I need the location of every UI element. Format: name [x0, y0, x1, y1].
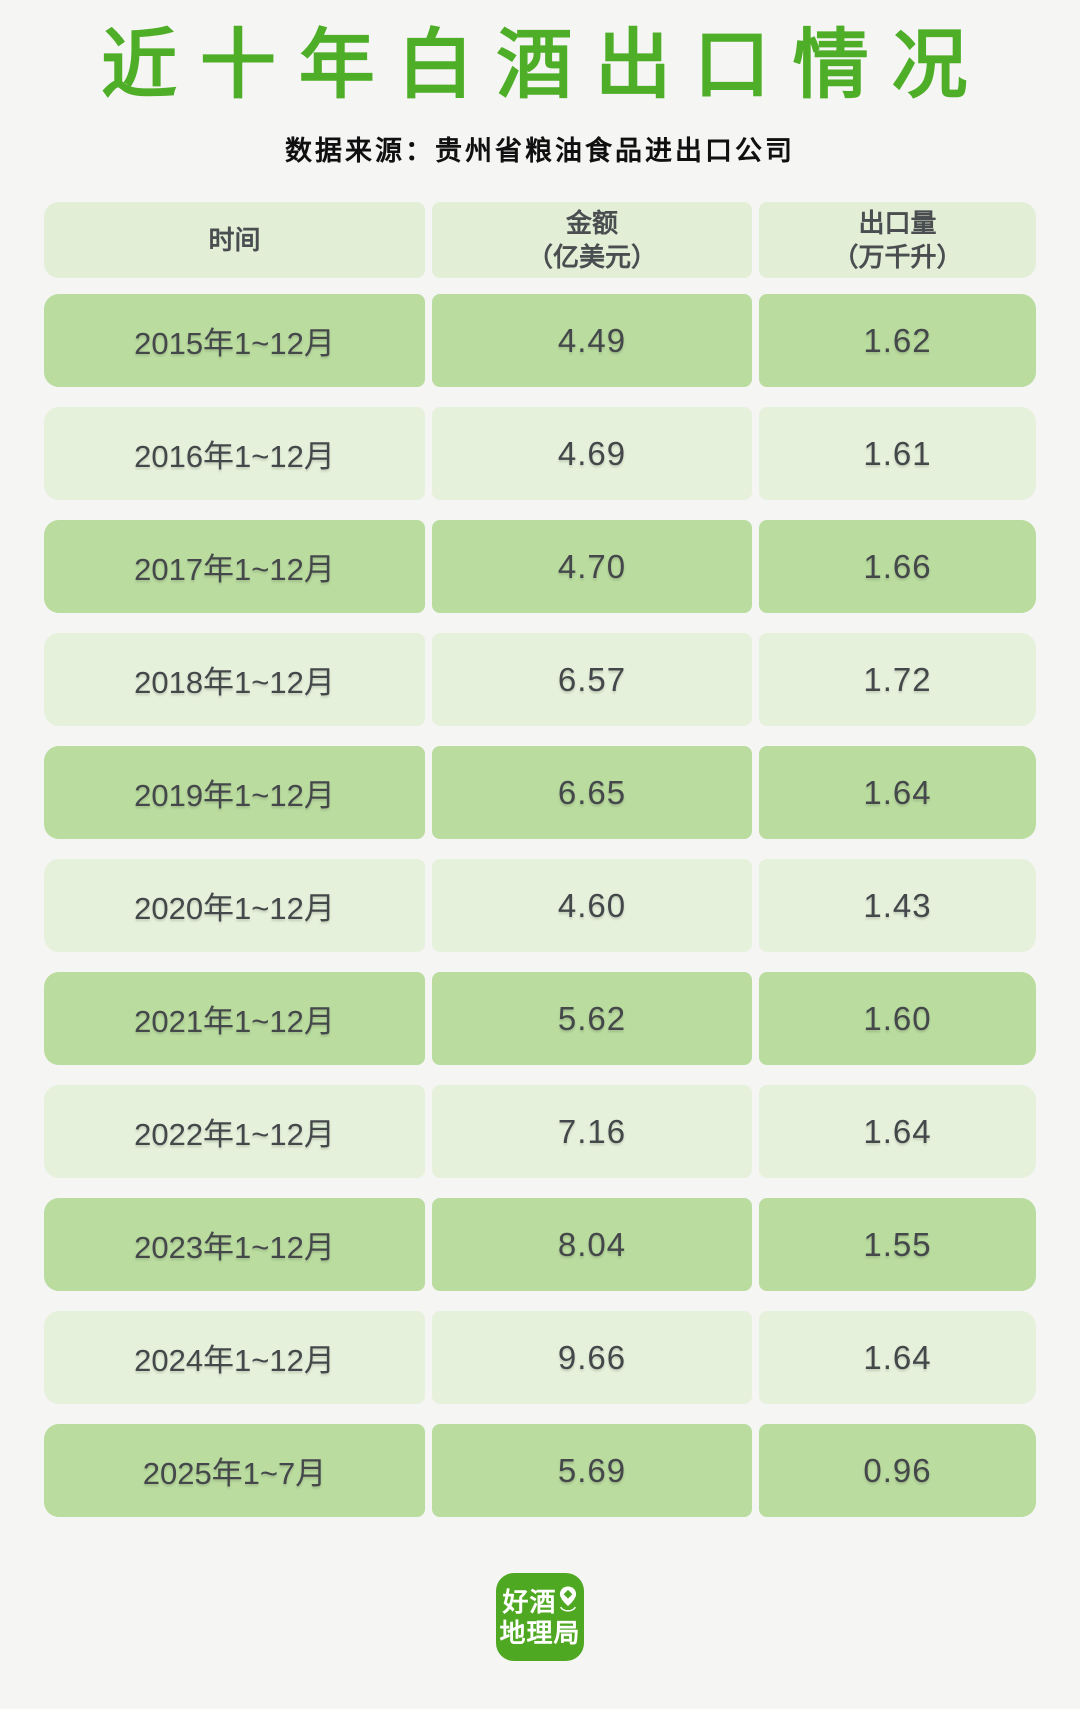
cell-volume: 1.43 — [759, 859, 1036, 953]
column-unit: （万千升） — [832, 242, 963, 273]
column-header-amount: 金额 （亿美元） — [432, 202, 752, 279]
table-row: 2016年1~12月 4.69 1.61 — [44, 407, 1036, 501]
cell-period: 2022年1~12月 — [44, 1085, 425, 1179]
cell-period: 2017年1~12月 — [44, 520, 425, 614]
cell-volume: 1.64 — [759, 1085, 1036, 1179]
cell-amount: 5.62 — [432, 972, 752, 1066]
cell-period: 2023年1~12月 — [44, 1198, 425, 1292]
table-row: 2018年1~12月 6.57 1.72 — [44, 633, 1036, 727]
data-source: 数据来源：贵州省粮油食品进出口公司 — [285, 136, 795, 167]
cell-amount: 4.69 — [432, 407, 752, 501]
logo-line-2: 地理局 — [499, 1617, 581, 1649]
cell-amount: 5.69 — [432, 1424, 752, 1518]
table-row: 2020年1~12月 4.60 1.43 — [44, 859, 1036, 953]
haojiu-dilijiu-logo: 好酒 地理局 — [496, 1573, 584, 1662]
column-unit: （亿美元） — [526, 242, 657, 273]
cell-amount: 7.16 — [432, 1085, 752, 1179]
cell-volume: 1.64 — [759, 1311, 1036, 1405]
cell-volume: 1.64 — [759, 746, 1036, 840]
cell-amount: 4.70 — [432, 520, 752, 614]
cell-volume: 1.66 — [759, 520, 1036, 614]
cell-amount: 8.04 — [432, 1198, 752, 1292]
table-row: 2024年1~12月 9.66 1.64 — [44, 1311, 1036, 1405]
cell-amount: 4.49 — [432, 294, 752, 388]
cell-period: 2016年1~12月 — [44, 407, 425, 501]
column-label: 出口量 — [858, 207, 937, 238]
table-row: 2017年1~12月 4.70 1.66 — [44, 520, 1036, 614]
cell-period: 2019年1~12月 — [44, 746, 425, 840]
cell-amount: 4.60 — [432, 859, 752, 953]
cell-period: 2025年1~7月 — [44, 1424, 425, 1518]
logo-text-line1: 好酒 — [502, 1587, 557, 1618]
logo-text-line2: 地理局 — [499, 1617, 581, 1648]
table-row: 2019年1~12月 6.65 1.64 — [44, 746, 1036, 840]
column-header-volume: 出口量 （万千升） — [759, 202, 1036, 279]
cell-period: 2020年1~12月 — [44, 859, 425, 953]
table-row: 2022年1~12月 7.16 1.64 — [44, 1085, 1036, 1179]
table-row: 2023年1~12月 8.04 1.55 — [44, 1198, 1036, 1292]
page-title: 近十年白酒出口情况 — [101, 24, 991, 108]
cell-amount: 6.57 — [432, 633, 752, 727]
cell-volume: 1.61 — [759, 407, 1036, 501]
cell-volume: 0.96 — [759, 1424, 1036, 1518]
logo-line-1: 好酒 — [502, 1585, 578, 1618]
cell-period: 2021年1~12月 — [44, 972, 425, 1066]
column-label: 金额 — [565, 207, 618, 238]
cell-volume: 1.72 — [759, 633, 1036, 727]
table-row: 2025年1~7月 5.69 0.96 — [44, 1424, 1036, 1518]
cell-period: 2015年1~12月 — [44, 294, 425, 388]
table-header-row: 时间 金额 （亿美元） 出口量 （万千升） — [44, 202, 1036, 279]
cell-volume: 1.62 — [759, 294, 1036, 388]
column-label: 时间 — [208, 224, 261, 255]
cell-amount: 6.65 — [432, 746, 752, 840]
cell-volume: 1.55 — [759, 1198, 1036, 1292]
cell-period: 2018年1~12月 — [44, 633, 425, 727]
cell-period: 2024年1~12月 — [44, 1311, 425, 1405]
column-header-time: 时间 — [44, 202, 425, 279]
cell-volume: 1.60 — [759, 972, 1036, 1066]
export-table: 时间 金额 （亿美元） 出口量 （万千升） 2015年1~12月 4.49 1.… — [44, 202, 1036, 1518]
cell-amount: 9.66 — [432, 1311, 752, 1405]
location-pin-icon — [558, 1585, 578, 1618]
table-row: 2015年1~12月 4.49 1.62 — [44, 294, 1036, 388]
table-row: 2021年1~12月 5.62 1.60 — [44, 972, 1036, 1066]
